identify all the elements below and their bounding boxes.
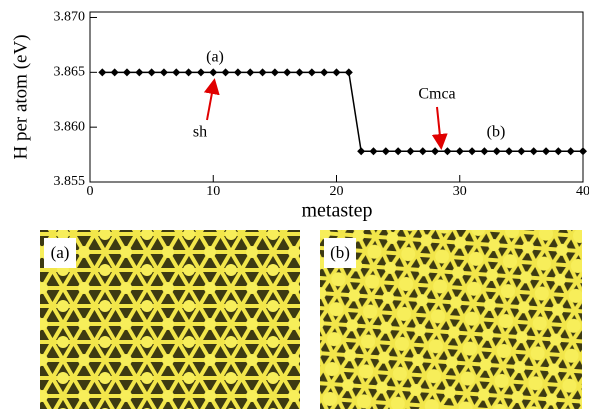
data-point: [308, 68, 316, 76]
data-point: [259, 68, 267, 76]
data-point: [197, 68, 205, 76]
panel-label: (a): [51, 243, 70, 262]
data-point: [431, 147, 439, 155]
data-point: [579, 147, 587, 155]
data-point: [369, 147, 377, 155]
data-point: [345, 68, 353, 76]
data-point: [185, 68, 193, 76]
data-point: [234, 68, 242, 76]
data-point: [493, 147, 501, 155]
page: {"chart_data": {"type": "line", "xlabel"…: [0, 0, 589, 409]
data-point: [271, 68, 279, 76]
data-point: [160, 68, 168, 76]
data-point: [172, 68, 180, 76]
data-point: [542, 147, 550, 155]
annotation: Cmca: [418, 86, 455, 103]
data-point: [296, 68, 304, 76]
data-point: [567, 147, 575, 155]
data-point: [394, 147, 402, 155]
data-point: [419, 147, 427, 155]
y-tick-label: 3.855: [54, 174, 86, 189]
data-point: [530, 147, 538, 155]
data-point: [443, 147, 451, 155]
data-point: [111, 68, 119, 76]
data-point: [123, 68, 131, 76]
plot-frame: [90, 12, 583, 182]
data-point: [468, 147, 476, 155]
x-tick-label: 10: [206, 184, 220, 199]
data-point: [505, 147, 513, 155]
data-point: [148, 68, 156, 76]
annotation-arrow: [437, 107, 441, 146]
data-point: [406, 147, 414, 155]
structure-image-a: [40, 230, 300, 409]
data-point: [135, 68, 143, 76]
x-tick-label: 40: [576, 184, 589, 199]
data-point: [246, 68, 254, 76]
data-point: [222, 68, 230, 76]
data-line: [102, 72, 583, 151]
x-tick-label: 20: [330, 184, 344, 199]
data-point: [480, 147, 488, 155]
data-point: [283, 68, 291, 76]
data-point: [98, 68, 106, 76]
annotation: sh: [193, 124, 207, 141]
data-point: [456, 147, 464, 155]
data-point: [333, 68, 341, 76]
y-axis-label: H per atom (eV): [10, 34, 31, 159]
data-point: [517, 147, 525, 155]
annotation-arrow: [207, 82, 214, 120]
annotation: (a): [206, 49, 224, 66]
y-tick-label: 3.860: [54, 119, 86, 134]
y-tick-label: 3.870: [54, 10, 86, 25]
x-tick-label: 30: [453, 184, 467, 199]
x-tick-label: 0: [87, 184, 94, 199]
structure-image-b: [320, 230, 582, 409]
data-point: [357, 147, 365, 155]
data-point: [382, 147, 390, 155]
x-axis-label: metastep: [301, 200, 372, 222]
annotation: (b): [487, 124, 506, 141]
panel-label: (b): [330, 243, 350, 262]
figure: (a) (b) metastep H per atom (eV) 0 10 20 30…: [0, 0, 589, 409]
data-point: [209, 68, 217, 76]
data-point: [554, 147, 562, 155]
y-tick-label: 3.865: [54, 65, 86, 80]
data-point: [320, 68, 328, 76]
